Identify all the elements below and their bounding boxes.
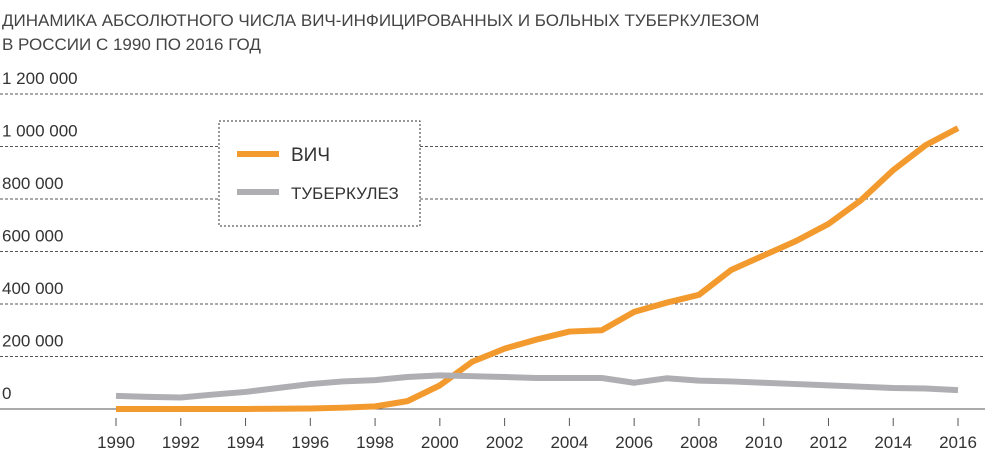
x-tick-label: 1998 [356,433,394,452]
series-line [115,372,959,401]
x-tick-label: 1992 [162,433,200,452]
x-tick-label: 2006 [615,433,653,452]
x-tick-label: 2004 [550,433,588,452]
chart-title: В РОССИИ С 1990 ПО 2016 ГОД [2,35,261,54]
x-tick-label: 2014 [874,433,912,452]
x-tick-label: 2002 [486,433,524,452]
y-tick-label: 1 000 000 [2,122,78,141]
series-line [116,125,960,412]
y-tick-label: 600 000 [2,227,63,246]
chart-title: ДИНАМИКА АБСОЛЮТНОГО ЧИСЛА ВИЧ-ИНФИЦИРОВ… [2,11,759,30]
legend-label: ВИЧ [291,145,330,166]
x-tick-label: 1990 [97,433,135,452]
y-tick-label: 400 000 [2,279,63,298]
x-tick-label: 2012 [810,433,848,452]
legend-box [218,120,421,227]
y-tick-label: 200 000 [2,332,63,351]
y-tick-label: 0 [2,384,11,403]
x-tick-label: 2008 [680,433,718,452]
x-tick-label: 2010 [745,433,783,452]
y-tick-label: 800 000 [2,174,63,193]
x-tick-label: 2000 [421,433,459,452]
y-tick-label: 1 200 000 [2,69,78,88]
x-tick-label: 1996 [291,433,329,452]
x-tick-label: 2016 [939,433,977,452]
legend: ВИЧ ТУБЕРКУЛЕЗ [218,120,421,227]
legend-label: ТУБЕРКУЛЕЗ [291,184,399,203]
x-tick-label: 1994 [227,433,265,452]
